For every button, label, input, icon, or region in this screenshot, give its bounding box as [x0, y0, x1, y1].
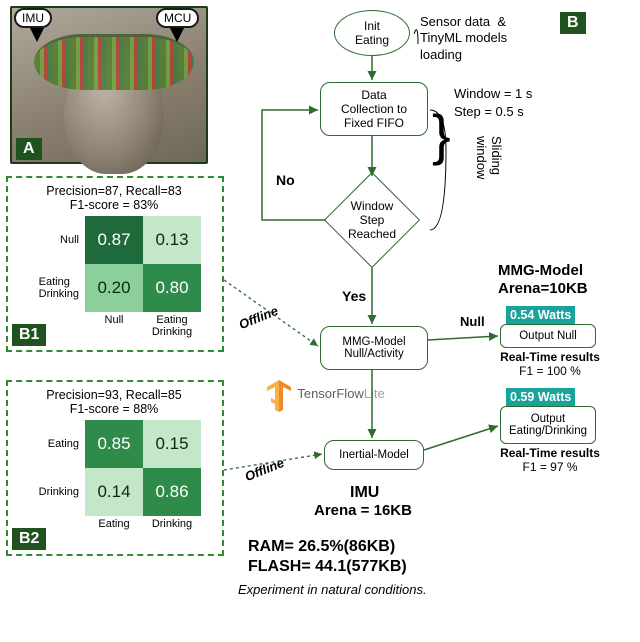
- tensorflow-lite-logo: TensorFlowLite: [264, 378, 428, 418]
- inertial-rt-f1: F1 = 97 %: [500, 460, 600, 474]
- cm-b1-rowlab-0: Null: [27, 216, 85, 264]
- panel-b-badge: B: [560, 12, 586, 34]
- inertial-rt-title: Real-Time results: [500, 446, 600, 460]
- mmg-rt-title: Real-Time results: [500, 350, 600, 364]
- no-label: No: [276, 172, 295, 188]
- decision-node: Window Step Reached: [324, 172, 420, 268]
- cm-b2-card: Precision=93, Recall=85 F1-score = 88% E…: [6, 380, 224, 556]
- cm-b2-collab-1: Drinking: [143, 518, 201, 530]
- window-label: Window = 1 s: [454, 86, 532, 101]
- yes-label: Yes: [342, 288, 366, 304]
- data-collect-node: Data Collection to Fixed FIFO: [320, 82, 428, 136]
- cm-b1-cell-10: 0.20: [85, 264, 143, 312]
- mcu-arrow-icon: [170, 28, 184, 42]
- cm-b1-collab-0: Null: [85, 314, 143, 338]
- mmg-watts: 0.54 Watts: [506, 306, 575, 324]
- cm-b1-cell-00: 0.87: [85, 216, 143, 264]
- imu-label: IMU: [14, 8, 52, 28]
- null-arrow-label: Null: [460, 314, 485, 329]
- glasses-circuitry: [34, 34, 194, 90]
- imu-arena: Arena = 16KB: [314, 502, 412, 519]
- decision-text: Window Step Reached: [324, 172, 420, 268]
- init-node: Init Eating: [334, 10, 410, 56]
- tf-icon: [264, 378, 294, 412]
- cm-b2-grid: Eating 0.85 0.15 Drinking 0.14 0.86: [12, 420, 216, 516]
- imu-title: IMU: [350, 484, 379, 502]
- cm-b2-cell-10: 0.14: [85, 468, 143, 516]
- cm-b2-badge: B2: [12, 528, 46, 550]
- inertial-output-node: Output Eating/Drinking: [500, 406, 596, 444]
- imu-arrow-icon: [30, 28, 44, 42]
- curly-brace-icon: }: [432, 118, 451, 152]
- cm-b2-cell-11: 0.86: [143, 468, 201, 516]
- mmg-arena: Arena=10KB: [498, 280, 588, 297]
- cm-b2-rowlab-1: Drinking: [27, 468, 85, 516]
- cm-b1-rowlab-1: Eating Drinking: [27, 264, 85, 312]
- offline-label-1: Offline: [237, 303, 281, 332]
- mmg-title: MMG-Model: [498, 262, 583, 279]
- experiment-note: Experiment in natural conditions.: [238, 582, 427, 597]
- offline-label-2: Offline: [243, 455, 287, 484]
- mcu-label: MCU: [156, 8, 199, 28]
- mmg-rt-f1: F1 = 100 %: [500, 364, 600, 378]
- flash-text: FLASH= 44.1(577KB): [248, 558, 407, 576]
- ram-text: RAM= 26.5%(86KB): [248, 538, 395, 556]
- init-side-text: Sensor data & TinyML models loading: [420, 14, 507, 63]
- tf-text: TensorFlow: [297, 386, 363, 401]
- cm-b1-cell-11: 0.80: [143, 264, 201, 312]
- cm-b1-collab-1: Eating Drinking: [143, 314, 201, 338]
- mmg-output-node: Output Null: [500, 324, 596, 348]
- inertial-watts: 0.59 Watts: [506, 388, 575, 406]
- cm-b2-header: Precision=93, Recall=85 F1-score = 88%: [12, 388, 216, 416]
- cm-b2-cell-00: 0.85: [85, 420, 143, 468]
- cm-b1-cell-01: 0.13: [143, 216, 201, 264]
- panel-a-badge: A: [16, 138, 42, 160]
- cm-b1-badge: B1: [12, 324, 46, 346]
- inertial-model-node: Inertial-Model: [324, 440, 424, 470]
- step-label: Step = 0.5 s: [454, 104, 524, 119]
- cm-b2-cell-01: 0.15: [143, 420, 201, 468]
- cm-b1-card: Precision=87, Recall=83 F1-score = 83% N…: [6, 176, 224, 352]
- cm-b1-grid: Null 0.87 0.13 Eating Drinking 0.20 0.80: [12, 216, 216, 312]
- cm-b1-header: Precision=87, Recall=83 F1-score = 83%: [12, 184, 216, 212]
- tf-lite-text: Lite: [364, 386, 385, 401]
- sliding-window-label: Sliding window: [474, 136, 504, 179]
- cm-b2-rowlab-0: Eating: [27, 420, 85, 468]
- mmg-model-node: MMG-Model Null/Activity: [320, 326, 428, 370]
- cm-b2-collab-0: Eating: [85, 518, 143, 530]
